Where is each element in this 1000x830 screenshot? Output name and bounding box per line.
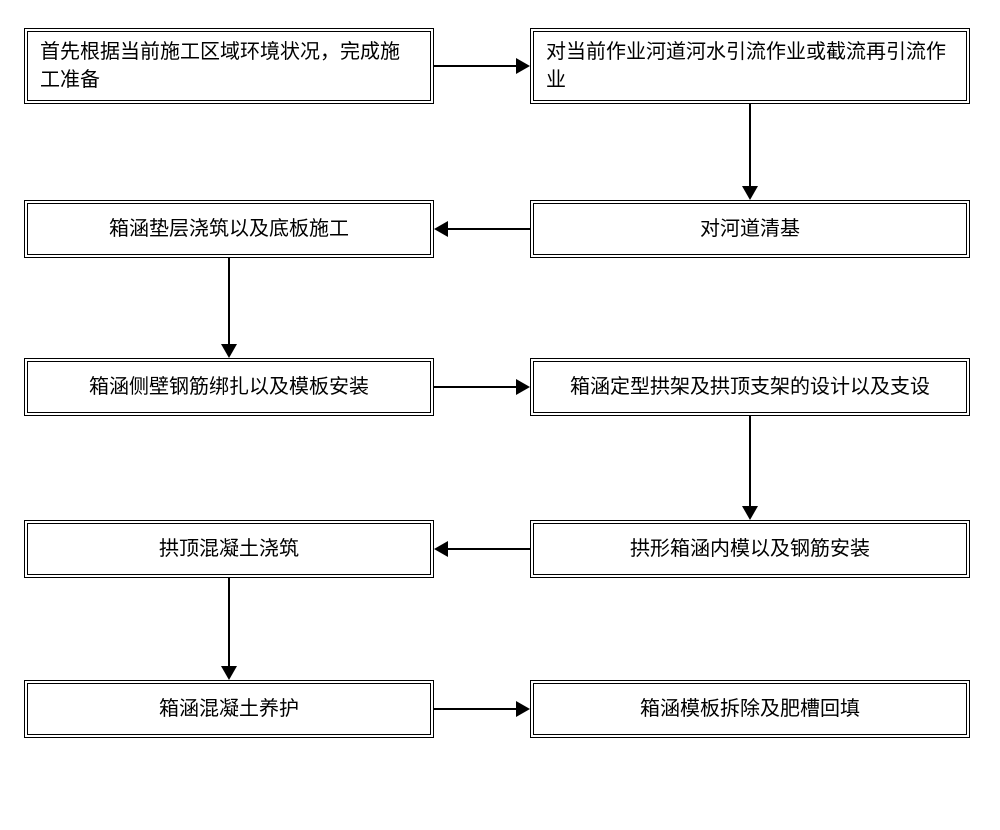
arrow-6-head — [742, 506, 758, 520]
flow-node-1-label: 首先根据当前施工区域环境状况，完成施工准备 — [40, 38, 418, 94]
arrow-3-head — [434, 221, 448, 237]
flow-node-4: 箱涵垫层浇筑以及底板施工 — [24, 200, 434, 258]
flow-node-5: 箱涵侧壁钢筋绑扎以及模板安装 — [24, 358, 434, 416]
arrow-6-line — [749, 416, 751, 506]
arrow-7-head — [434, 541, 448, 557]
arrow-2-head — [742, 186, 758, 200]
flow-node-2-label: 对当前作业河道河水引流作业或截流再引流作业 — [546, 38, 954, 94]
arrow-5-head — [516, 379, 530, 395]
arrow-9-head — [516, 701, 530, 717]
arrow-8-line — [228, 578, 230, 666]
flow-node-8: 拱顶混凝土浇筑 — [24, 520, 434, 578]
arrow-4-head — [221, 344, 237, 358]
flow-node-9: 箱涵混凝土养护 — [24, 680, 434, 738]
flow-node-4-label: 箱涵垫层浇筑以及底板施工 — [40, 215, 418, 243]
flow-node-6-label: 箱涵定型拱架及拱顶支架的设计以及支设 — [546, 373, 954, 401]
arrow-1-line — [434, 65, 516, 67]
flow-node-10-label: 箱涵模板拆除及肥槽回填 — [546, 695, 954, 723]
flow-node-2: 对当前作业河道河水引流作业或截流再引流作业 — [530, 28, 970, 104]
arrow-8-head — [221, 666, 237, 680]
flow-node-3-label: 对河道清基 — [546, 215, 954, 243]
arrow-4-line — [228, 258, 230, 344]
flow-node-10: 箱涵模板拆除及肥槽回填 — [530, 680, 970, 738]
flow-node-3: 对河道清基 — [530, 200, 970, 258]
arrow-9-line — [434, 708, 516, 710]
flow-node-1: 首先根据当前施工区域环境状况，完成施工准备 — [24, 28, 434, 104]
flow-node-9-label: 箱涵混凝土养护 — [40, 695, 418, 723]
flow-node-6: 箱涵定型拱架及拱顶支架的设计以及支设 — [530, 358, 970, 416]
arrow-3-line — [448, 228, 530, 230]
arrow-7-line — [448, 548, 530, 550]
flow-node-5-label: 箱涵侧壁钢筋绑扎以及模板安装 — [40, 373, 418, 401]
arrow-5-line — [434, 386, 516, 388]
flow-node-7-label: 拱形箱涵内模以及钢筋安装 — [546, 535, 954, 563]
arrow-2-line — [749, 104, 751, 186]
flow-node-8-label: 拱顶混凝土浇筑 — [40, 535, 418, 563]
flow-node-7: 拱形箱涵内模以及钢筋安装 — [530, 520, 970, 578]
arrow-1-head — [516, 58, 530, 74]
